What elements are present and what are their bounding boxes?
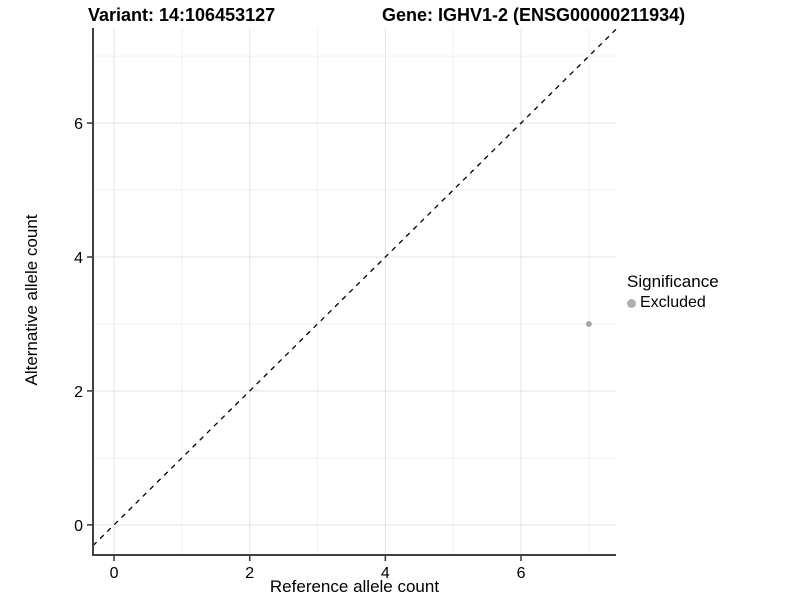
plot-title-variant: Variant: 14:106453127 <box>88 5 276 25</box>
plot-title-gene: Gene: IGHV1-2 (ENSG00000211934) <box>382 5 686 25</box>
x-tick-label: 0 <box>110 565 119 582</box>
legend-item-excluded: Excluded <box>627 294 719 312</box>
y-tick-label: 4 <box>74 250 83 267</box>
legend-title: Significance <box>627 272 719 291</box>
y-tick-label: 0 <box>74 518 83 535</box>
legend-item-label: Excluded <box>640 294 706 311</box>
x-tick-label: 6 <box>517 565 526 582</box>
x-axis-title: Reference allele count <box>269 577 440 596</box>
y-axis-title-text: Alternative allele count <box>22 214 41 386</box>
identity-reference-line <box>92 28 617 547</box>
y-tick-label: 6 <box>74 116 83 133</box>
data-point <box>585 320 592 327</box>
legend: Significance Excluded <box>627 272 719 312</box>
x-tick-label: 4 <box>381 565 390 582</box>
legend-point-icon <box>627 298 636 308</box>
x-tick-label: 2 <box>245 565 254 582</box>
y-tick-label: 2 <box>74 384 83 401</box>
